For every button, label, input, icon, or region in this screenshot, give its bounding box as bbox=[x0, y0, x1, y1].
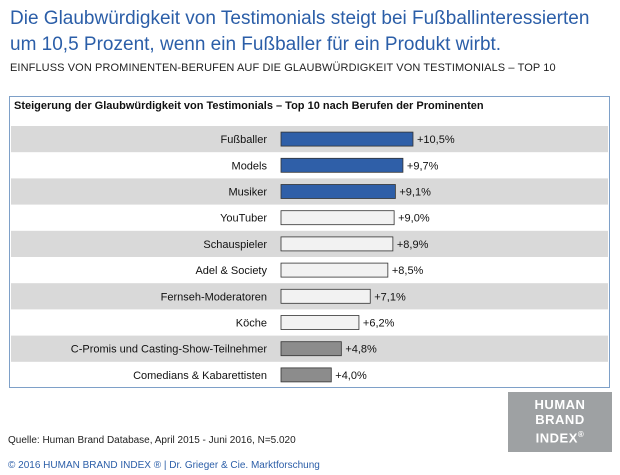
category-label: Comedians & Kabarettisten bbox=[133, 370, 267, 382]
headline: Die Glaubwürdigkeit von Testimonials ste… bbox=[10, 8, 590, 55]
value-label: +8,9% bbox=[397, 239, 429, 251]
bar bbox=[280, 367, 332, 383]
bar bbox=[280, 210, 395, 226]
category-label: Schauspieler bbox=[203, 239, 267, 251]
category-label: YouTuber bbox=[220, 213, 267, 225]
value-label: +4,8% bbox=[345, 344, 377, 356]
category-label: Adel & Society bbox=[195, 265, 267, 277]
bar bbox=[280, 288, 371, 304]
value-label: +7,1% bbox=[374, 291, 406, 303]
value-label: +9,7% bbox=[407, 160, 439, 172]
category-label: C-Promis und Casting-Show-Teilnehmer bbox=[71, 344, 268, 356]
value-label: +9,1% bbox=[399, 187, 431, 199]
bar bbox=[280, 157, 404, 173]
category-label: Fernseh-Moderatoren bbox=[161, 291, 267, 303]
subheadline: EINFLUSS VON PROMINENTEN-BERUFEN AUF DIE… bbox=[10, 62, 556, 74]
bar-chart: Fußballer +10,5% Models +9,7% Musiker +9,1% Yo… bbox=[11, 126, 608, 383]
bar bbox=[280, 315, 360, 330]
category-label: Fußballer bbox=[221, 134, 268, 146]
bar bbox=[280, 262, 389, 278]
chart-title: Steigerung der Glaubwürdigkeit von Testi… bbox=[14, 100, 484, 112]
bar bbox=[280, 341, 342, 357]
bar bbox=[280, 184, 396, 199]
human-brand-index-logo: HUMAN BRAND INDEX® bbox=[508, 392, 612, 452]
category-label: Models bbox=[232, 160, 268, 172]
chart-panel: Steigerung der Glaubwürdigkeit von Testi… bbox=[9, 96, 610, 388]
category-label: Musiker bbox=[228, 187, 267, 199]
bar bbox=[280, 131, 414, 147]
value-label: +9,0% bbox=[398, 213, 430, 225]
category-label: Köche bbox=[236, 318, 267, 330]
source-note: Quelle: Human Brand Database, April 2015… bbox=[8, 435, 296, 446]
value-label: +10,5% bbox=[417, 134, 455, 146]
value-label: +4,0% bbox=[335, 370, 367, 382]
value-label: +8,5% bbox=[392, 265, 424, 277]
bar bbox=[280, 236, 394, 252]
value-label: +6,2% bbox=[363, 318, 395, 330]
copyright-footer: © 2016 HUMAN BRAND INDEX ® | Dr. Grieger… bbox=[8, 460, 320, 471]
